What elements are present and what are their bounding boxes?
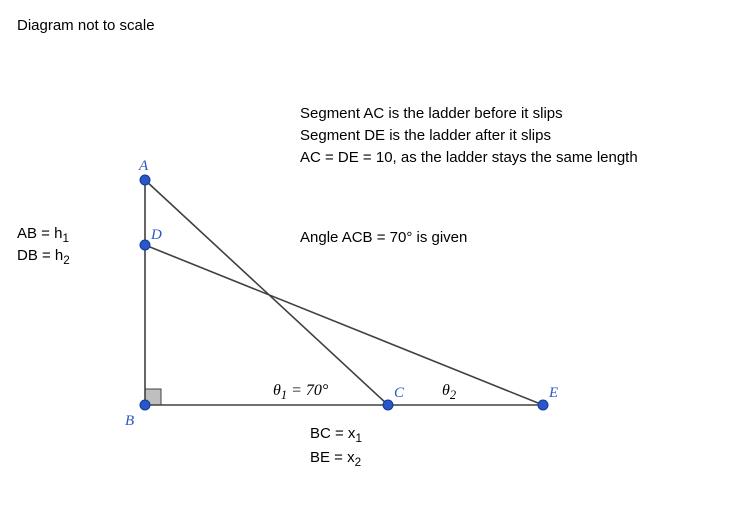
point-label-E: E [548, 385, 558, 401]
equation-line: DB = h2 [17, 247, 70, 264]
theta-1-label: θ1 = 70° [273, 382, 328, 400]
angle-given-text: Angle ACB = 70° is given [300, 229, 467, 246]
description-line: Segment DE is the ladder after it slips [300, 127, 551, 144]
caption: Diagram not to scale [17, 17, 155, 34]
equation-line: BE = x2 [310, 449, 361, 466]
point-label-C: C [394, 385, 405, 401]
equation-line: BC = x1 [310, 425, 362, 442]
description-line: Segment AC is the ladder before it slips [300, 105, 563, 122]
point-label-D: D [150, 227, 162, 243]
theta-2-label: θ2 [442, 382, 456, 400]
point-label-A: A [138, 158, 149, 174]
equation-line: AB = h1 [17, 225, 69, 242]
geometry-svg: A D B C E [0, 0, 737, 509]
description-line: AC = DE = 10, as the ladder stays the sa… [300, 149, 638, 166]
point-label-B: B [125, 413, 134, 429]
